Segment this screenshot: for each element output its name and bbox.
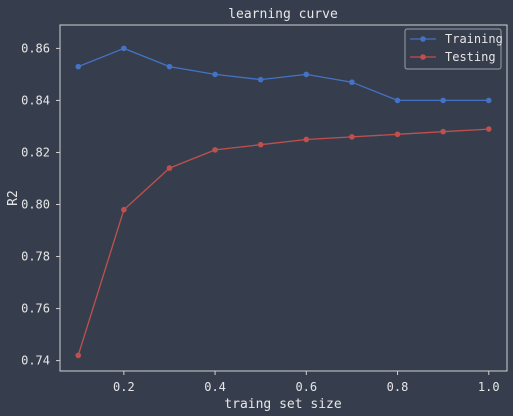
data-point-testing	[394, 131, 401, 138]
x-axis-ticks: 0.2 0.4 0.6 0.8 1.0	[113, 371, 500, 394]
data-point-training	[166, 63, 173, 70]
data-point-testing	[257, 141, 264, 148]
legend-training-label: Training	[445, 32, 503, 46]
data-point-training	[440, 97, 446, 104]
data-point-testing	[75, 352, 82, 359]
y-tick-label: 0.74	[21, 354, 50, 368]
legend: Training Testing	[404, 28, 503, 70]
chart-title: learning curve	[228, 7, 338, 22]
data-point-training	[75, 63, 82, 70]
data-point-testing	[303, 136, 310, 143]
data-point-training	[257, 76, 264, 83]
data-point-testing	[440, 128, 446, 135]
y-tick-label: 0.86	[21, 41, 50, 55]
data-point-training	[485, 97, 492, 104]
y-tick-label: 0.80	[21, 198, 50, 212]
x-tick-label: 0.2	[113, 380, 135, 394]
x-axis-title: traing set size	[224, 397, 342, 412]
y-tick-label: 0.78	[21, 250, 50, 264]
series-line-testing	[77, 128, 489, 356]
y-axis-title: R2	[6, 190, 21, 206]
x-tick-label: 1.0	[478, 380, 500, 394]
data-point-training	[349, 79, 355, 86]
legend-testing-label: Testing	[445, 50, 496, 64]
y-tick-label: 0.84	[21, 93, 50, 107]
x-tick-label: 0.6	[295, 380, 317, 394]
data-point-testing	[121, 206, 127, 213]
data-point-testing	[485, 126, 492, 132]
data-point-training	[121, 45, 127, 52]
legend-training-marker	[420, 36, 426, 42]
data-point-training	[303, 71, 310, 78]
data-point-testing	[212, 147, 218, 153]
x-tick-label: 0.4	[204, 380, 226, 394]
x-tick-label: 0.8	[387, 380, 409, 394]
y-tick-label: 0.76	[21, 302, 50, 316]
data-point-training	[212, 71, 218, 78]
series-line-training	[77, 47, 489, 102]
legend-testing-marker	[420, 54, 426, 60]
data-point-training	[394, 97, 401, 104]
data-point-testing	[349, 134, 355, 140]
data-point-testing	[166, 165, 173, 171]
series-layer	[75, 45, 492, 359]
y-axis-ticks: 0.74 0.76 0.78 0.80 0.82 0.84 0.86	[21, 41, 60, 368]
y-tick-label: 0.82	[21, 145, 50, 159]
plot-area	[59, 24, 508, 372]
